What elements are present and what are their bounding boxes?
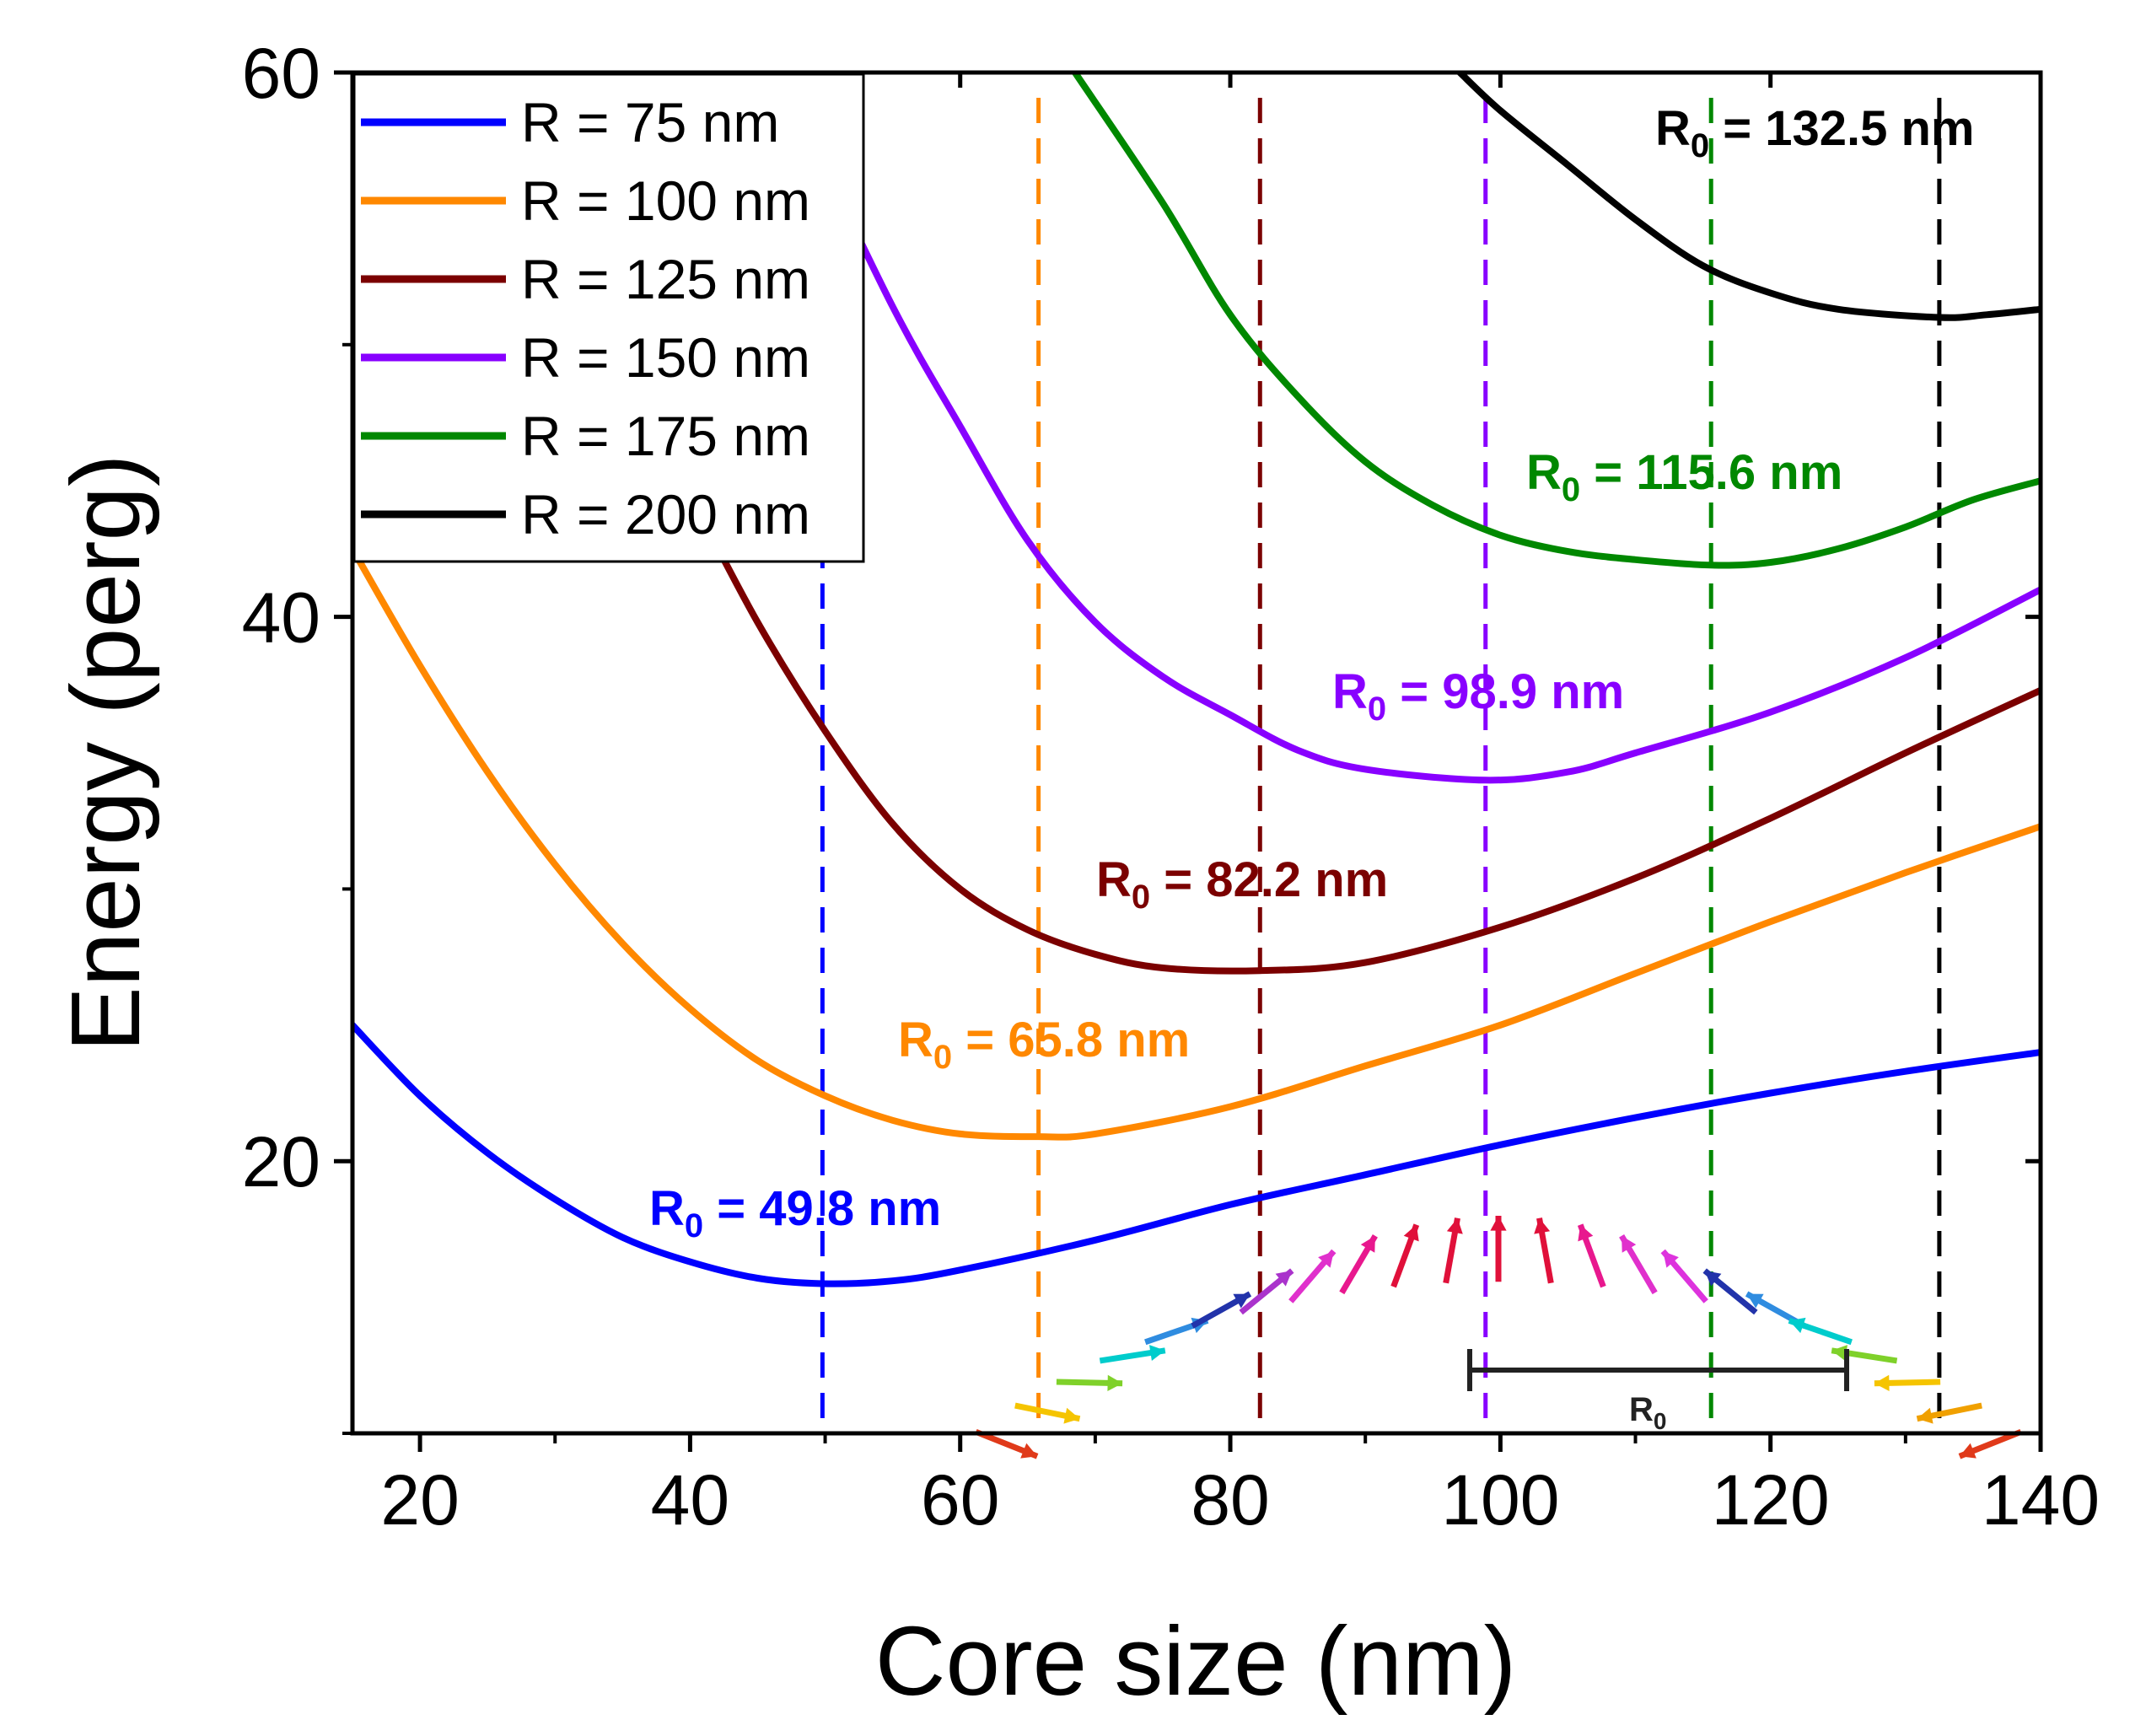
series-line — [794, 107, 2041, 784]
y-tick-label: 20 — [242, 1122, 320, 1201]
x-tick-label: 40 — [651, 1460, 729, 1540]
legend-entry: R = 100 nm — [521, 169, 810, 232]
spin-arrowhead — [1534, 1217, 1551, 1234]
y-axis-title: Energy (perg) — [51, 454, 160, 1051]
curves — [352, 73, 2041, 1287]
legend-entry: R = 200 nm — [521, 483, 810, 546]
scale-bar-label: R0 — [1629, 1391, 1666, 1434]
series-line — [1456, 73, 2041, 321]
series-line — [686, 491, 2041, 975]
x-tick-label: 140 — [1982, 1460, 2100, 1540]
spin-arrowhead — [1917, 1407, 1934, 1424]
x-tick-label: 80 — [1191, 1460, 1269, 1540]
series-line — [1071, 73, 2041, 569]
series-line — [352, 1021, 2041, 1287]
x-tick-label: 20 — [380, 1460, 459, 1540]
spin-arrowhead — [1788, 1317, 1806, 1334]
spin-arrowhead — [1446, 1217, 1463, 1234]
spin-arrowhead — [1020, 1443, 1038, 1459]
x-tick-label: 100 — [1441, 1460, 1559, 1540]
spin-arrowhead — [1107, 1374, 1123, 1391]
r0-annotation: R0 = 132.5 nm — [1655, 101, 1975, 164]
r0-annotation: R0 = 49.8 nm — [649, 1181, 941, 1244]
spin-arrowhead — [1578, 1224, 1594, 1242]
series-line — [352, 545, 2041, 1141]
x-tick-label: 60 — [921, 1460, 999, 1540]
legend-box — [352, 73, 865, 563]
spin-arrowhead — [1746, 1293, 1764, 1309]
r0-annotation: R0 = 98.9 nm — [1332, 664, 1624, 728]
spin-arrowhead — [1831, 1345, 1847, 1361]
legend-entry: R = 150 nm — [521, 326, 810, 389]
spin-arrowhead — [1063, 1407, 1080, 1424]
r0-annotation: R0 = 115.6 nm — [1526, 445, 1842, 508]
spin-texture-inset: R0 — [975, 1216, 2022, 1459]
x-tick-label: 120 — [1712, 1460, 1830, 1540]
spin-arrowhead — [1704, 1271, 1722, 1287]
plot-frame — [350, 70, 2043, 1436]
spin-arrowhead — [1622, 1235, 1637, 1253]
r0-annotations: R0 = 49.8 nm R0 = 65.8 nm R0 = 82.2 nm R0 =… — [649, 101, 1975, 1244]
spin-arrowhead — [1318, 1251, 1334, 1268]
spin-arrowhead — [1663, 1251, 1679, 1268]
spin-arrowhead — [1490, 1216, 1507, 1231]
spin-arrowhead — [1874, 1374, 1890, 1391]
spin-arrowhead — [1233, 1293, 1250, 1309]
spin-arrowhead — [1149, 1345, 1165, 1361]
x-axis-title: Core size (nm) — [875, 1606, 1517, 1716]
legend-entry: R = 125 nm — [521, 248, 810, 310]
spin-arrowhead — [1275, 1271, 1293, 1287]
spin-arrowhead — [1360, 1235, 1375, 1253]
legend-entry: R = 175 nm — [521, 405, 810, 467]
legend-entry: R = 75 nm — [521, 91, 779, 153]
spin-arrowhead — [1959, 1443, 1977, 1459]
r0-annotation: R0 = 82.2 nm — [1096, 852, 1388, 916]
r0-annotation: R0 = 65.8 nm — [898, 1013, 1190, 1076]
spin-arrowhead — [1403, 1224, 1419, 1242]
axis-ticks: 20 40 60 80 100 120 140 20 40 60 — [242, 34, 2100, 1540]
legend: R = 75 nm R = 100 nm R = 125 nm R = 150 nm R… — [352, 73, 865, 563]
y-tick-label: 40 — [242, 578, 320, 658]
y-tick-label: 60 — [242, 34, 320, 113]
